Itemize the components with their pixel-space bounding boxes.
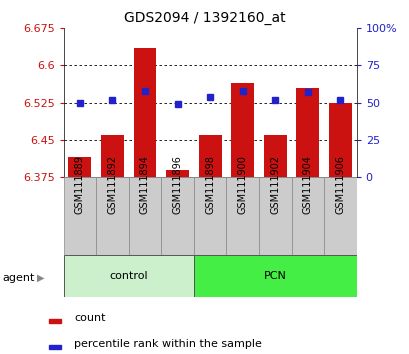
Bar: [328, 103, 351, 177]
Text: GSM111889: GSM111889: [75, 155, 85, 215]
Text: GSM111898: GSM111898: [204, 155, 215, 215]
Bar: [101, 135, 124, 177]
FancyBboxPatch shape: [193, 255, 356, 297]
Text: GSM111904: GSM111904: [302, 155, 312, 215]
Bar: [198, 135, 221, 177]
Bar: [68, 157, 91, 177]
Text: GSM111900: GSM111900: [237, 155, 247, 215]
FancyBboxPatch shape: [193, 177, 226, 255]
Text: GSM111902: GSM111902: [270, 155, 280, 215]
FancyBboxPatch shape: [96, 177, 128, 255]
Text: agent: agent: [2, 273, 34, 283]
Text: control: control: [109, 271, 148, 281]
FancyBboxPatch shape: [128, 177, 161, 255]
FancyBboxPatch shape: [161, 177, 193, 255]
FancyBboxPatch shape: [291, 177, 324, 255]
FancyBboxPatch shape: [63, 177, 96, 255]
Bar: [166, 170, 189, 177]
Bar: [231, 83, 254, 177]
Text: PCN: PCN: [263, 271, 286, 281]
Text: percentile rank within the sample: percentile rank within the sample: [74, 339, 262, 349]
FancyBboxPatch shape: [324, 177, 356, 255]
Bar: [49, 319, 61, 323]
Bar: [296, 88, 319, 177]
Text: ▶: ▶: [37, 273, 45, 283]
Text: GSM111894: GSM111894: [139, 155, 150, 215]
Bar: [263, 135, 286, 177]
Text: GDS2094 / 1392160_at: GDS2094 / 1392160_at: [124, 11, 285, 25]
Bar: [133, 48, 156, 177]
Text: GSM111896: GSM111896: [172, 155, 182, 215]
FancyBboxPatch shape: [258, 177, 291, 255]
Text: count: count: [74, 313, 106, 324]
Text: GSM111906: GSM111906: [335, 155, 344, 215]
Bar: [49, 345, 61, 349]
Text: GSM111892: GSM111892: [107, 155, 117, 215]
FancyBboxPatch shape: [226, 177, 258, 255]
FancyBboxPatch shape: [63, 255, 193, 297]
